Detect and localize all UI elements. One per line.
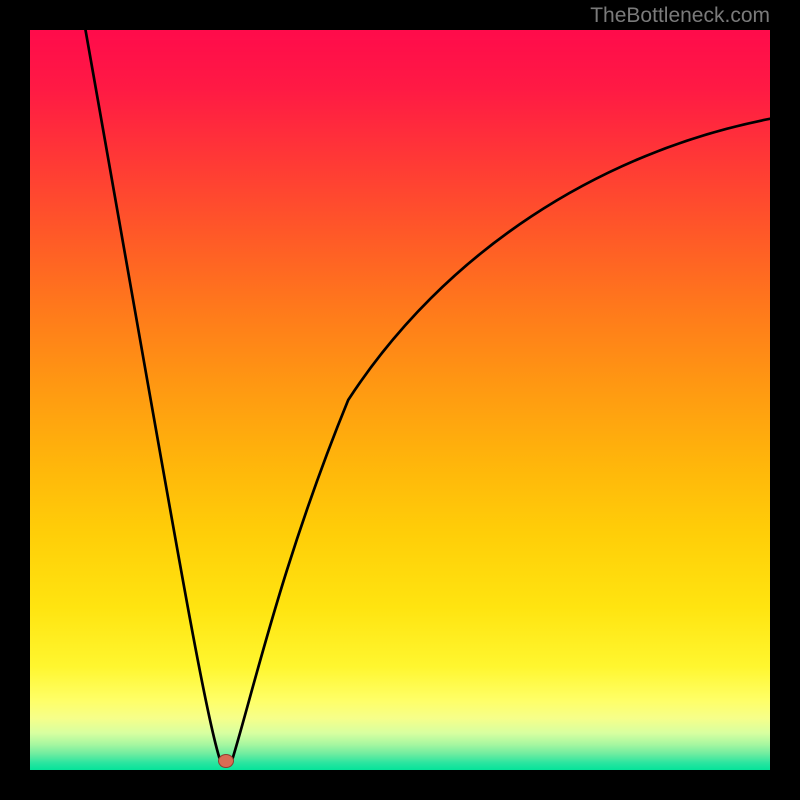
plot-area [30, 30, 770, 770]
watermark-label: TheBottleneck.com [590, 4, 770, 28]
chart-frame: TheBottleneck.com [0, 0, 800, 800]
bottleneck-curve [30, 30, 770, 770]
